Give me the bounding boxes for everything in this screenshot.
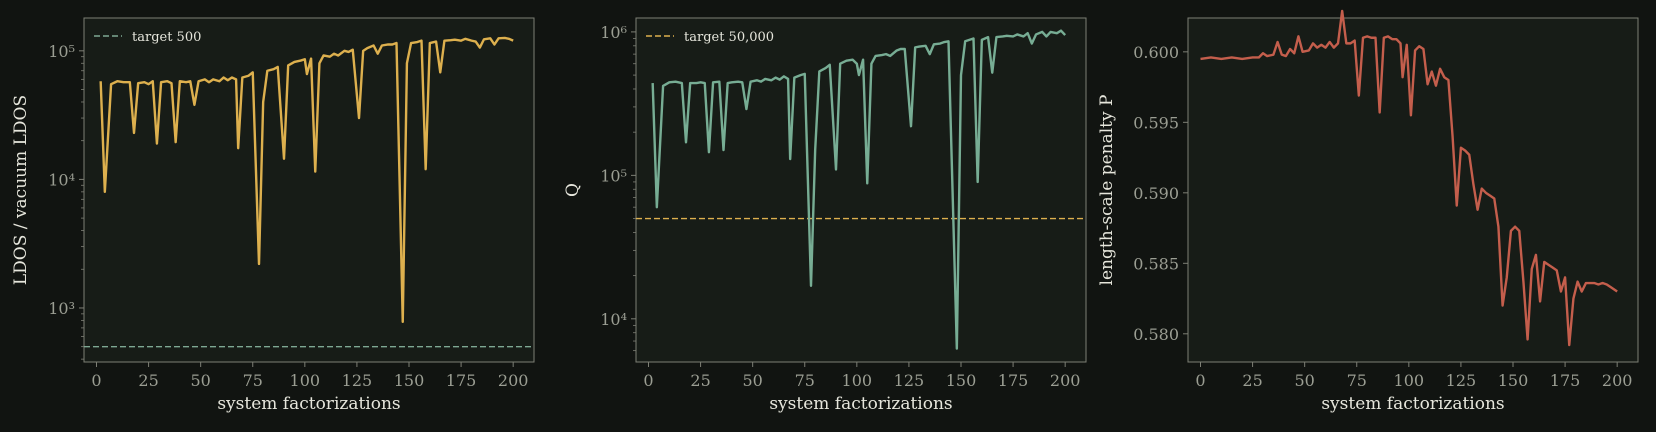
x-tick-label: 25	[690, 371, 710, 390]
y-axis-label: length-scale penalty P	[1097, 95, 1117, 286]
x-tick-label: 175	[446, 371, 477, 390]
x-tick-label: 75	[243, 371, 263, 390]
x-tick-label: 50	[1294, 371, 1314, 390]
legend-label: target 50,000	[684, 30, 774, 45]
y-tick-label: 0.580	[1133, 325, 1179, 344]
panel-1: 0 25 50 75 100 125 150 175 200 10³ 10⁴ 10⁵ system fa…	[11, 17, 535, 414]
y-tick-label: 10⁵	[600, 166, 627, 185]
x-tick-label: 0	[643, 371, 653, 390]
x-tick-label: 200	[498, 371, 529, 390]
y-axis-label: Q	[563, 183, 583, 197]
x-tick-label: 25	[138, 371, 158, 390]
y-tick-label: 10⁴	[48, 170, 75, 189]
series-line	[651, 29, 1067, 350]
x-tick-label: 0	[1195, 371, 1205, 390]
y-tick-label: 0.590	[1133, 184, 1179, 203]
x-tick-label: 75	[795, 371, 815, 390]
legend-label: target 500	[132, 30, 201, 45]
x-tick-label: 50	[742, 371, 762, 390]
x-axis-label: system factorizations	[769, 394, 952, 414]
plot-area	[83, 17, 535, 363]
x-tick-label: 200	[1602, 371, 1633, 390]
x-tick-label: 100	[290, 371, 321, 390]
series-line	[99, 36, 514, 324]
x-tick-label: 200	[1050, 371, 1081, 390]
x-tick-label: 125	[894, 371, 925, 390]
x-tick-label: 175	[998, 371, 1029, 390]
y-tick-label: 10³	[48, 299, 75, 318]
x-tick-label: 150	[394, 371, 425, 390]
y-tick-label: 0.595	[1133, 113, 1179, 132]
y-tick-label: 0.600	[1133, 43, 1179, 62]
x-tick-label: 25	[1242, 371, 1262, 390]
x-tick-label: 0	[91, 371, 101, 390]
y-tick-label: 10⁴	[600, 310, 627, 329]
x-tick-label: 100	[842, 371, 873, 390]
x-tick-label: 175	[1550, 371, 1581, 390]
y-axis-label: LDOS / vacuum LDOS	[11, 95, 31, 285]
x-tick-label: 150	[946, 371, 977, 390]
x-tick-label: 150	[1498, 371, 1529, 390]
panel-2: 0 25 50 75 100 125 150 175 200 10⁴ 10⁵ 10⁶ system fa…	[563, 17, 1087, 414]
x-tick-label: 125	[1446, 371, 1477, 390]
x-axis-label: system factorizations	[217, 394, 400, 414]
x-tick-label: 75	[1347, 371, 1367, 390]
series-line	[1200, 9, 1618, 347]
x-tick-label: 100	[1394, 371, 1425, 390]
x-tick-label: 125	[342, 371, 373, 390]
y-tick-label: 0.585	[1133, 254, 1179, 273]
plot-area	[635, 17, 1087, 363]
y-tick-label: 10⁵	[48, 42, 75, 61]
x-tick-label: 50	[190, 371, 210, 390]
y-tick-label: 10⁶	[600, 23, 627, 42]
panel-3: 0 25 50 75 100 125 150 175 200 0.580 0.585 0.590 0.5…	[1097, 9, 1639, 414]
x-axis-label: system factorizations	[1321, 394, 1504, 414]
